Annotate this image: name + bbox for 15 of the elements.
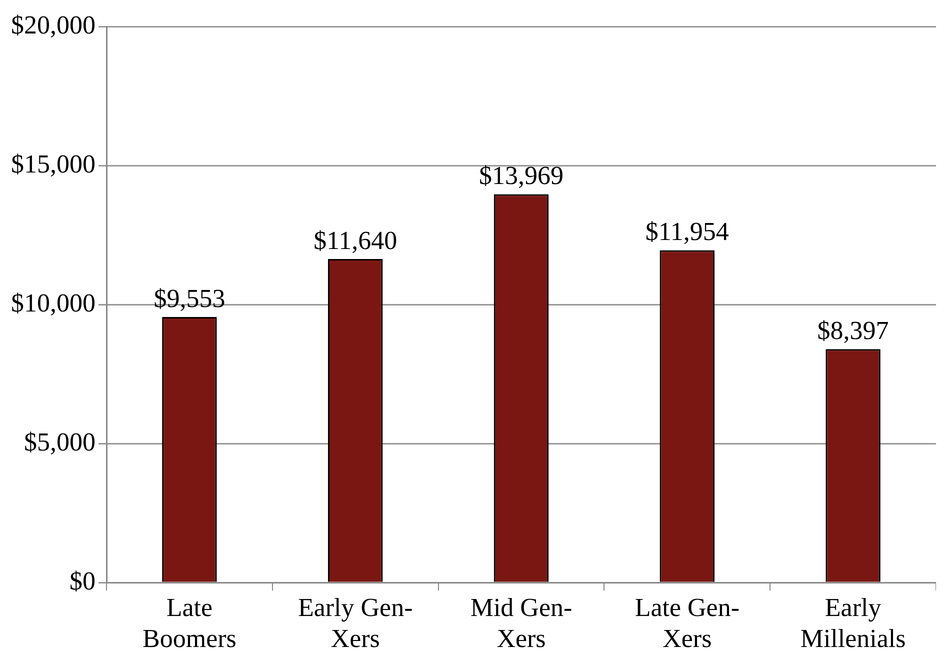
x-tick-label: Early Millenials <box>800 593 906 654</box>
y-tick-label: $10,000 <box>11 288 96 318</box>
y-tick-label: $0 <box>70 566 96 596</box>
data-label: $11,640 <box>314 226 398 255</box>
data-label: $9,553 <box>154 284 226 313</box>
x-tick-label: Mid Gen-Xers <box>470 593 572 654</box>
data-label: $13,969 <box>479 161 564 190</box>
data-label: $8,397 <box>817 316 889 345</box>
x-tick-label: Early Gen-Xers <box>298 593 413 654</box>
data-label: $11,954 <box>645 217 729 246</box>
y-tick-label: $20,000 <box>11 10 96 40</box>
x-tick-label: Late Gen-Xers <box>634 593 740 654</box>
y-tick-label: $15,000 <box>11 149 96 178</box>
x-tick-label: Late Boomers <box>142 593 236 654</box>
y-tick-label: $5,000 <box>24 427 96 456</box>
